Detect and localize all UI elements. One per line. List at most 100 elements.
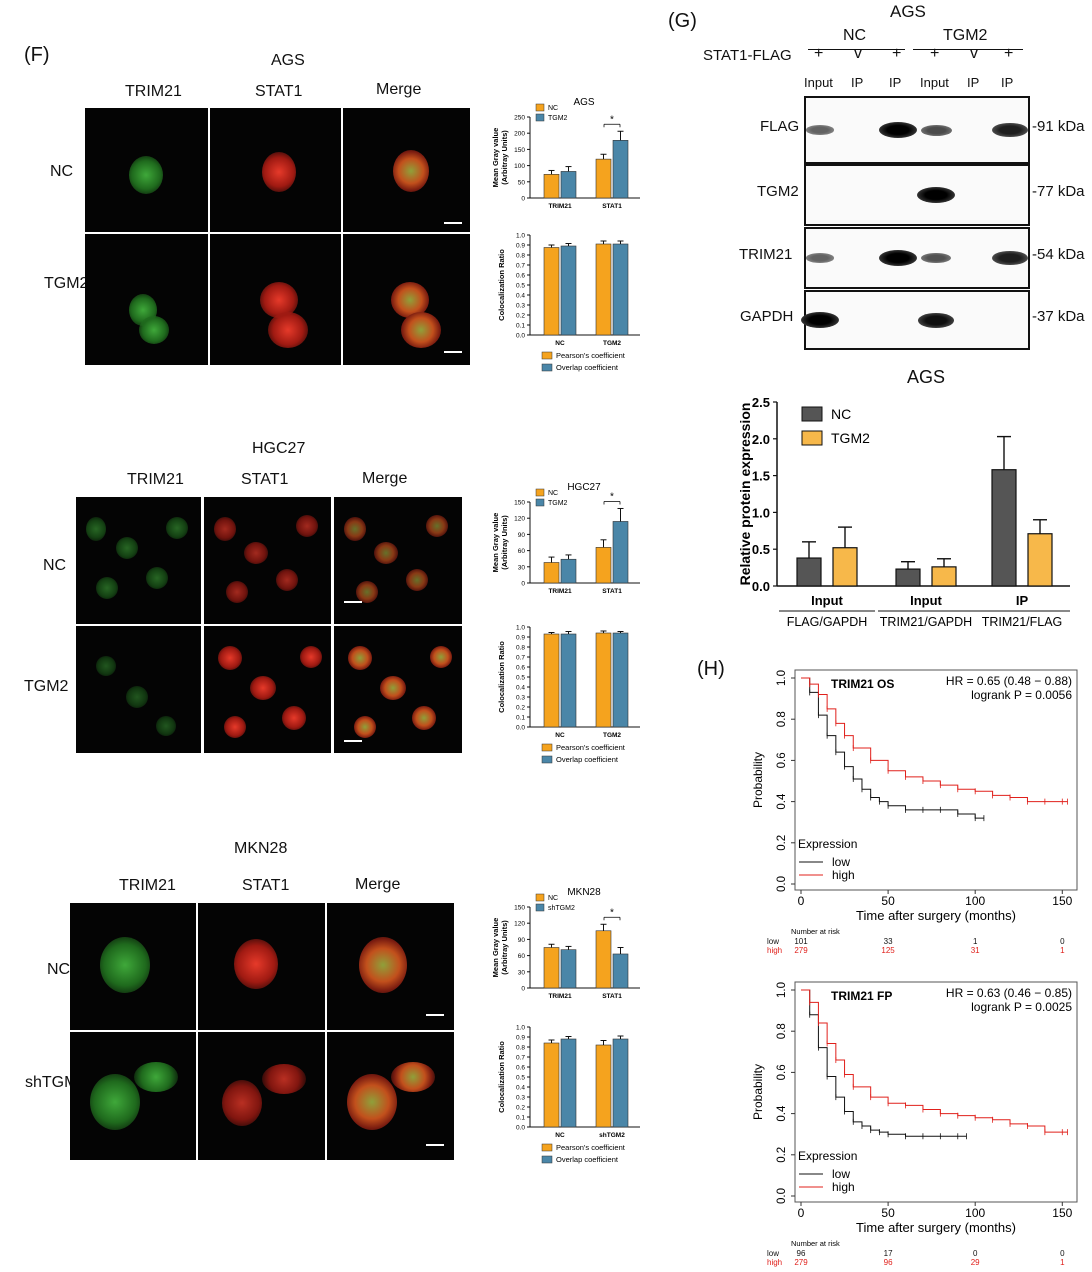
micrograph-trim21-shtgm2 xyxy=(70,1032,196,1160)
y-tick-label: 0.3 xyxy=(516,695,525,702)
y-axis-label: Colocalization Ratio xyxy=(497,641,506,713)
legend-label: Overlap coefficient xyxy=(556,1155,619,1164)
legend-swatch xyxy=(535,488,545,497)
legend-swatch xyxy=(535,903,545,912)
logrank-p: logrank P = 0.0056 xyxy=(971,688,1072,702)
blot-group-tgm2: TGM2 xyxy=(943,27,988,44)
blot-band xyxy=(879,122,917,138)
legend-label: NC xyxy=(548,490,558,497)
y-tick-label: 150 xyxy=(514,147,525,154)
micrograph-stat1-nc xyxy=(204,497,331,624)
blot-strip xyxy=(804,227,1030,289)
y-tick-label: 1.0 xyxy=(516,625,525,632)
blot-row-label: GAPDH xyxy=(740,308,794,325)
significance-star: * xyxy=(610,114,614,125)
bar xyxy=(595,632,612,728)
x-axis-label: Time after surgery (months) xyxy=(856,1220,1016,1235)
legend-swatch xyxy=(541,755,553,764)
y-tick-label: 0.5 xyxy=(516,1075,525,1082)
y-tick-label: 0.7 xyxy=(516,1055,525,1062)
y-tick-label: 0.0 xyxy=(752,579,770,594)
micrograph-stat1-shtgm2 xyxy=(198,1032,325,1160)
y-tick-label: 0.2 xyxy=(776,835,788,851)
y-axis-label: Probability xyxy=(751,752,765,808)
x-tick-label: NC xyxy=(555,732,565,739)
lane-sign: + xyxy=(930,45,940,62)
x-tick-label: 0 xyxy=(798,894,805,908)
legend-swatch xyxy=(801,430,823,446)
legend-label: low xyxy=(832,1167,850,1181)
micrograph-merge-nc xyxy=(327,903,454,1030)
bar xyxy=(595,1044,612,1128)
condition-label: TGM2 xyxy=(44,275,89,292)
cell-line-title: MKN28 xyxy=(234,840,288,857)
x-tick-label: STAT1 xyxy=(602,993,622,1000)
legend-label: Pearson's coefficient xyxy=(556,1143,626,1152)
legend-swatch xyxy=(535,103,545,112)
mini-chart: MKN28 0 30 60 90 120 150 Mean Gray value(Arbitr… xyxy=(491,887,640,1000)
bar xyxy=(543,562,560,584)
micrograph-trim21-tgm2 xyxy=(85,234,208,365)
bar xyxy=(560,245,577,336)
km-curve xyxy=(801,989,967,1137)
bar xyxy=(560,171,577,199)
legend-label: shTGM2 xyxy=(548,905,575,912)
risk-value: 33 xyxy=(884,937,893,946)
y-tick-label: 0.9 xyxy=(516,1035,525,1042)
y-tick-label: 0.2 xyxy=(776,1147,788,1163)
x-tick-label: 0 xyxy=(798,1206,805,1220)
risk-value: 279 xyxy=(794,1258,808,1267)
micrograph-stat1-tgm2 xyxy=(204,626,331,753)
legend-label: NC xyxy=(548,895,558,902)
x-tick-label: shTGM2 xyxy=(599,1132,625,1139)
x-axis-label: Time after surgery (months) xyxy=(856,908,1016,923)
micrograph-stat1-tgm2 xyxy=(210,234,341,365)
x-tick-label: STAT1 xyxy=(602,203,622,210)
legend-label: TGM2 xyxy=(831,430,870,446)
blot-band xyxy=(920,124,952,136)
legend-label: high xyxy=(832,1180,855,1194)
risk-value: 96 xyxy=(797,1249,806,1258)
y-axis-label: Relative protein expression xyxy=(737,403,753,586)
x-sublabel: TRIM21/FLAG xyxy=(982,615,1063,629)
bar xyxy=(612,521,629,584)
lane-label: IP xyxy=(889,75,902,90)
channel-label: TRIM21 xyxy=(125,83,182,100)
y-axis-label: Colocalization Ratio xyxy=(497,249,506,321)
channel-label: Merge xyxy=(355,876,401,893)
y-tick-label: 0.3 xyxy=(516,1095,525,1102)
plot-frame xyxy=(794,669,1078,891)
y-tick-label: 0.0 xyxy=(776,876,788,892)
x-tick-label: TRIM21 xyxy=(548,203,572,210)
y-axis-label: Mean Gray value(Arbitray Units) xyxy=(491,513,509,573)
blot-band xyxy=(992,123,1028,137)
y-tick-label: 0.2 xyxy=(516,313,525,320)
lane-sign: + xyxy=(814,45,824,62)
y-tick-label: 0.8 xyxy=(776,711,788,727)
y-tick-label: 0.4 xyxy=(516,1085,525,1092)
y-tick-label: 0.7 xyxy=(516,655,525,662)
legend-label: Pearson's coefficient xyxy=(556,743,626,752)
bar xyxy=(832,547,858,587)
legend-label: low xyxy=(832,855,850,869)
bar xyxy=(560,633,577,728)
chart-title: AGS xyxy=(573,97,594,108)
y-tick-label: 0.9 xyxy=(516,635,525,642)
risk-row-label: low xyxy=(767,937,779,946)
y-tick-label: 0.6 xyxy=(776,752,788,768)
y-axis-label: Probability xyxy=(751,1064,765,1120)
y-tick-label: 0.6 xyxy=(776,1064,788,1080)
blot-row-label: TGM2 xyxy=(757,183,799,200)
y-tick-label: 0.0 xyxy=(516,1125,525,1132)
km-title: TRIM21 OS xyxy=(831,677,894,691)
bar xyxy=(1027,533,1053,587)
bar xyxy=(595,243,612,336)
y-axis-label: Colocalization Ratio xyxy=(497,1041,506,1113)
y-tick-label: 0 xyxy=(521,986,525,993)
legend-swatch xyxy=(541,363,553,372)
y-tick-label: 1.0 xyxy=(516,1025,525,1032)
lane-label: IP xyxy=(1001,75,1014,90)
bar xyxy=(612,1038,629,1128)
y-tick-label: 30 xyxy=(518,564,526,571)
